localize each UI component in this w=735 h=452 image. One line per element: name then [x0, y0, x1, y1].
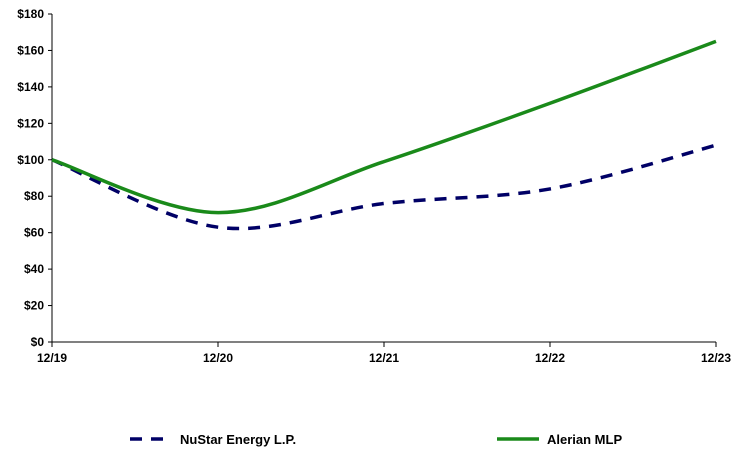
y-tick-label: $100 [17, 153, 44, 167]
x-tick-label: 12/23 [701, 351, 731, 365]
legend: NuStar Energy L.P. Alerian MLP [130, 432, 622, 447]
x-tick-label: 12/20 [203, 351, 233, 365]
series-line-alerian-mlp [51, 39, 717, 215]
y-tick-label: $80 [24, 189, 44, 203]
y-tick-label: $180 [17, 7, 44, 21]
y-tick-label: $20 [24, 299, 44, 313]
y-tick-label: $40 [24, 262, 44, 276]
y-tick-label: $60 [24, 226, 44, 240]
x-tick-label: 12/19 [37, 351, 67, 365]
series-layer [51, 39, 717, 231]
x-axis: 12/19 12/20 12/21 12/22 12/23 [37, 341, 731, 365]
y-tick-label: $160 [17, 43, 44, 57]
legend-label-nustar-energy-l-p: NuStar Energy L.P. [180, 432, 296, 447]
y-tick-label: $140 [17, 80, 44, 94]
y-tick-label: $0 [31, 335, 45, 349]
y-axis: $0 $20 $40 $60 $80 $100 $120 $140 $160 $180 [17, 7, 53, 349]
legend-label-alerian-mlp: Alerian MLP [547, 432, 622, 447]
x-tick-label: 12/21 [369, 351, 399, 365]
series-line-nustar-energy-l-p [51, 143, 717, 231]
y-tick-label: $120 [17, 116, 44, 130]
x-tick-label: 12/22 [535, 351, 565, 365]
